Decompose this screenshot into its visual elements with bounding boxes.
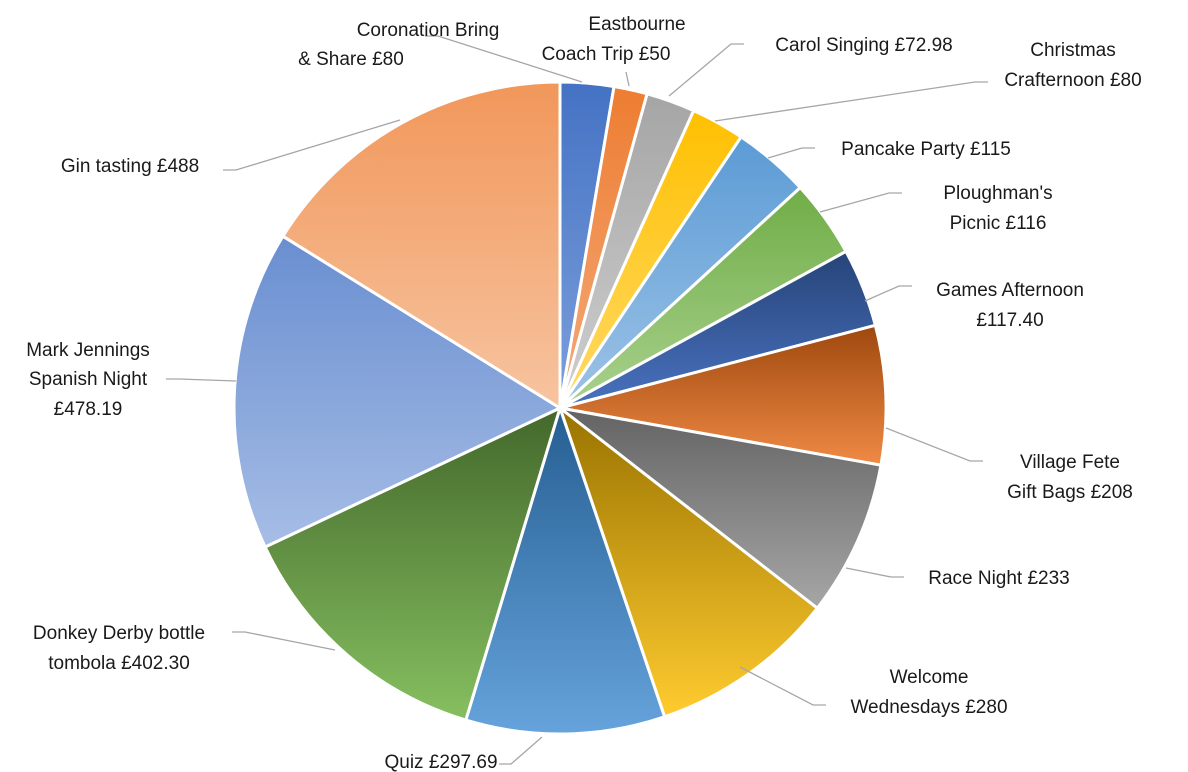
- slice-label: Ploughman's: [943, 183, 1052, 204]
- pie-slice: [463, 403, 667, 736]
- pie-slice: [559, 406, 883, 611]
- slice-label: Carol Singing £72.98: [775, 35, 952, 56]
- leader-line: [668, 43, 744, 97]
- leader-line: [819, 192, 902, 213]
- pie-slice: [232, 234, 564, 549]
- leader-line: [425, 35, 583, 83]
- data-labels: Coronation Bring & Share £80 Eastbourne Coa…: [26, 14, 1141, 772]
- slice-label: Gin tasting £488: [61, 156, 199, 177]
- slice-label: £478.19: [54, 399, 123, 420]
- leader-line: [845, 567, 904, 578]
- leader-line: [714, 81, 988, 122]
- leader-line: [767, 147, 815, 159]
- slice-label: Gift Bags £208: [1007, 482, 1133, 503]
- pie-slice: [556, 403, 820, 719]
- slice-label: £117.40: [976, 310, 1043, 331]
- leader-line: [739, 666, 826, 706]
- slice-label: tombola £402.30: [48, 653, 190, 674]
- leader-line: [625, 71, 630, 87]
- slice-label: Pancake Party £115: [841, 139, 1011, 160]
- leader-line: [499, 736, 543, 765]
- slice-label: Village Fete: [1020, 452, 1120, 473]
- slice-label: Donkey Derby bottle: [33, 623, 205, 644]
- slice-label: Games Afternoon: [936, 280, 1084, 301]
- slice-label: Coach Trip £50: [542, 44, 671, 65]
- slice-label: Wednesdays £280: [850, 697, 1007, 718]
- slice-label: Mark Jennings: [26, 340, 150, 361]
- slice-label: Race Night £233: [928, 568, 1070, 589]
- leader-line: [885, 427, 983, 462]
- leader-line: [232, 631, 336, 651]
- slice-label: Crafternoon £80: [1004, 70, 1141, 91]
- slice-label: Quiz £297.69: [384, 752, 497, 772]
- leader-line: [166, 378, 237, 382]
- slice-label: Coronation Bring: [357, 20, 500, 41]
- slice-label: Spanish Night: [29, 369, 148, 390]
- pie-slice: [263, 405, 563, 722]
- slice-label: Picnic £116: [950, 213, 1047, 234]
- slice-label: Eastbourne: [588, 14, 685, 35]
- slice-label: Christmas: [1030, 40, 1116, 61]
- pie-slice: [559, 323, 888, 467]
- pie-slices: [232, 80, 888, 736]
- leader-line: [864, 285, 912, 302]
- slice-label: Welcome: [890, 667, 969, 688]
- leader-line: [223, 119, 401, 171]
- leader-lines: [166, 35, 988, 765]
- slice-label: & Share £80: [298, 49, 404, 70]
- pie-slice: [280, 80, 562, 411]
